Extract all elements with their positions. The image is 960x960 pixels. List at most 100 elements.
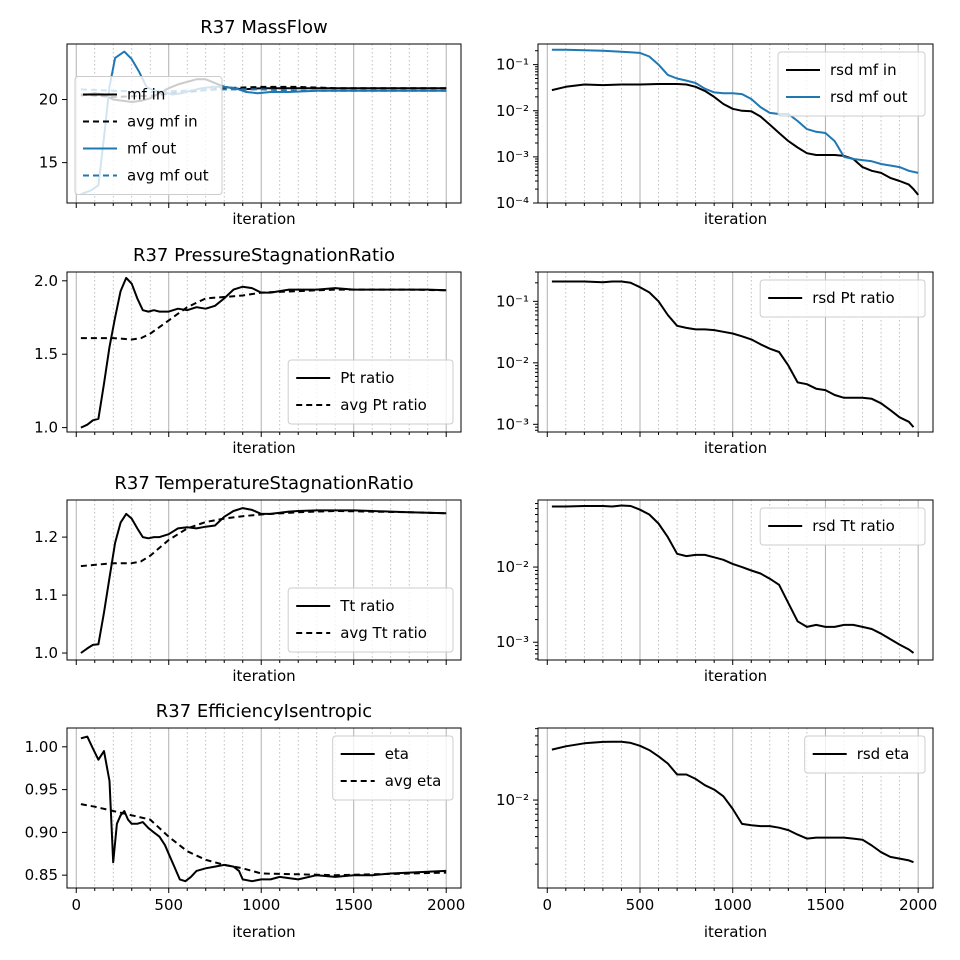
y-tick-label: 10⁻¹ bbox=[496, 56, 529, 74]
y-tick-label: 0.85 bbox=[25, 866, 58, 884]
subplot-rsd-pt: 10⁻³ 10⁻² 10⁻¹ iteration rsd Pt ratio bbox=[496, 271, 934, 457]
x-axis-label: iteration bbox=[232, 923, 295, 941]
x-tick-label: 1500 bbox=[806, 896, 844, 914]
legend-label: mf in bbox=[127, 86, 165, 104]
legend-label: avg Pt ratio bbox=[340, 396, 427, 414]
x-tick-label: 1000 bbox=[242, 896, 280, 914]
y-tick-label: 10⁻³ bbox=[496, 415, 529, 433]
legend-frame bbox=[74, 76, 223, 195]
axes-frame bbox=[537, 727, 934, 889]
legend-frame bbox=[287, 359, 454, 425]
legend-label: avg eta bbox=[385, 772, 442, 790]
y-tick-label: 1.00 bbox=[25, 738, 58, 756]
series-line-avg-Tt-ratio bbox=[80, 510, 447, 568]
subplot-rsd-eta: 10⁻² 0 500 1000 1500 2000 iteration rsd eta bbox=[496, 727, 937, 941]
axes-frame bbox=[66, 727, 462, 889]
y-tick-label: 1.1 bbox=[34, 586, 58, 604]
y-tick-label: 1.0 bbox=[34, 644, 58, 662]
y-tick-label: 1.5 bbox=[34, 345, 58, 363]
legend-frame bbox=[804, 735, 926, 774]
chart-title: R37 MassFlow bbox=[200, 17, 328, 38]
legend: eta avg eta bbox=[332, 735, 454, 801]
chart-title: R37 PressureStagnationRatio bbox=[133, 245, 395, 266]
legend: rsd mf in rsd mf out bbox=[777, 51, 926, 117]
subplot-eta: 0.85 0.90 0.95 1.00 0 500 1000 1500 2000 R37 Effi… bbox=[25, 701, 466, 941]
legend: rsd Pt ratio bbox=[759, 279, 926, 318]
x-axis-label: iteration bbox=[704, 923, 767, 941]
series-line-rsd-mf-out bbox=[551, 48, 919, 174]
x-tick-label: 0 bbox=[71, 896, 81, 914]
y-tick-label: 10⁻³ bbox=[496, 148, 529, 166]
x-tick-label: 500 bbox=[154, 896, 183, 914]
x-axis-label: iteration bbox=[704, 210, 767, 228]
y-tick-label: 15 bbox=[39, 154, 58, 172]
legend-label: rsd mf in bbox=[830, 61, 897, 79]
x-tick-label: 0 bbox=[542, 896, 552, 914]
legend-frame bbox=[759, 507, 926, 546]
legend-label: Tt ratio bbox=[339, 597, 394, 615]
y-tick-label: 1.0 bbox=[34, 419, 58, 437]
y-tick-label: 10⁻² bbox=[496, 354, 529, 372]
series-line-rsd-Pt-ratio bbox=[551, 280, 915, 428]
legend-frame bbox=[777, 51, 926, 117]
axes-frame bbox=[66, 43, 462, 204]
x-axis-label: iteration bbox=[704, 439, 767, 457]
y-tick-label: 10⁻² bbox=[496, 102, 529, 120]
legend: rsd eta bbox=[804, 735, 926, 774]
x-tick-label: 2000 bbox=[427, 896, 465, 914]
legend-label: rsd mf out bbox=[830, 88, 908, 106]
x-tick-label: 2000 bbox=[899, 896, 937, 914]
y-tick-label: 10⁻³ bbox=[496, 633, 529, 651]
y-tick-label: 0.90 bbox=[25, 823, 58, 841]
y-tick-label: 10⁻¹ bbox=[496, 292, 529, 310]
axes-frame bbox=[66, 271, 462, 433]
series-line-avg-eta bbox=[80, 803, 447, 877]
legend-frame bbox=[332, 735, 454, 801]
legend-label: rsd eta bbox=[857, 745, 910, 763]
legend-label: avg mf in bbox=[127, 113, 198, 131]
y-tick-label: 1.2 bbox=[34, 528, 58, 546]
chart-title: R37 EfficiencyIsentropic bbox=[156, 701, 372, 722]
legend-label: eta bbox=[385, 745, 409, 763]
x-axis-label: iteration bbox=[232, 667, 295, 685]
legend: Pt ratio avg Pt ratio bbox=[287, 359, 454, 425]
series-line-rsd-Tt-ratio bbox=[551, 504, 915, 654]
legend: mf in avg mf in mf out avg mf out bbox=[74, 76, 223, 195]
series-line-avg-mf-out bbox=[80, 88, 447, 93]
legend-frame bbox=[759, 279, 926, 318]
x-axis-label: iteration bbox=[232, 439, 295, 457]
axes-frame bbox=[66, 499, 462, 661]
legend-label: Pt ratio bbox=[340, 369, 394, 387]
axes-frame bbox=[537, 499, 934, 661]
subplot-tt: 1.0 1.1 1.2 R37 TemperatureStagnationRatio i… bbox=[34, 473, 462, 685]
series-line-rsd-eta bbox=[551, 740, 914, 864]
legend-label: rsd Pt ratio bbox=[812, 289, 895, 307]
x-tick-label: 1500 bbox=[335, 896, 373, 914]
series-line-rsd-mf-in bbox=[551, 83, 919, 196]
y-tick-label: 10⁻² bbox=[496, 791, 529, 809]
legend: Tt ratio avg Tt ratio bbox=[287, 587, 454, 653]
x-tick-label: 1000 bbox=[714, 896, 752, 914]
series-line-Pt-ratio bbox=[80, 276, 447, 429]
y-tick-label: 10⁻² bbox=[496, 558, 529, 576]
subplot-pt: 1.0 1.5 2.0 R37 PressureStagnationRatio iter… bbox=[34, 245, 462, 457]
legend-frame bbox=[287, 587, 454, 653]
x-axis-label: iteration bbox=[232, 210, 295, 228]
subplot-rsd-tt: 10⁻³ 10⁻² iteration rsd Tt ratio bbox=[496, 499, 934, 685]
chart-title: R37 TemperatureStagnationRatio bbox=[114, 473, 413, 494]
series-line-avg-mf-in bbox=[80, 85, 447, 98]
y-tick-label: 0.95 bbox=[25, 781, 58, 799]
legend-label: avg mf out bbox=[127, 167, 209, 185]
axes-frame bbox=[537, 271, 934, 433]
y-tick-label: 10⁻⁴ bbox=[496, 194, 529, 212]
x-tick-label: 500 bbox=[626, 896, 655, 914]
legend-label: mf out bbox=[127, 140, 176, 158]
series-line-avg-Pt-ratio bbox=[80, 288, 447, 341]
legend: rsd Tt ratio bbox=[759, 507, 926, 546]
legend-label: avg Tt ratio bbox=[340, 624, 427, 642]
y-tick-label: 2.0 bbox=[34, 272, 58, 290]
legend-label: rsd Tt ratio bbox=[812, 517, 895, 535]
